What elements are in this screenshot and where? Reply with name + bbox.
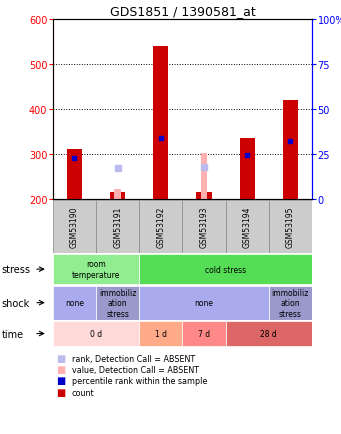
- Text: GSM53195: GSM53195: [286, 206, 295, 247]
- Bar: [96, 286, 139, 320]
- Text: count: count: [72, 388, 94, 397]
- Text: 28 d: 28 d: [261, 329, 277, 338]
- Text: ■: ■: [56, 353, 65, 363]
- Bar: [110, 193, 125, 200]
- Text: shock: shock: [2, 298, 30, 308]
- Bar: [283, 101, 298, 200]
- Text: 1 d: 1 d: [155, 329, 167, 338]
- Bar: [269, 200, 312, 253]
- Text: 0 d: 0 d: [90, 329, 102, 338]
- Bar: [240, 139, 255, 200]
- Title: GDS1851 / 1390581_at: GDS1851 / 1390581_at: [109, 5, 255, 18]
- Text: GSM53190: GSM53190: [70, 206, 79, 247]
- Text: ■: ■: [56, 364, 65, 374]
- Bar: [53, 286, 96, 320]
- Text: stress: stress: [2, 265, 31, 274]
- Bar: [139, 286, 269, 320]
- Text: immobiliz
ation
stress: immobiliz ation stress: [272, 288, 309, 318]
- Text: GSM53192: GSM53192: [156, 206, 165, 247]
- Text: ■: ■: [56, 375, 65, 385]
- Bar: [196, 193, 211, 200]
- Bar: [53, 200, 96, 253]
- Text: none: none: [65, 299, 84, 307]
- Text: none: none: [194, 299, 213, 307]
- Bar: [114, 190, 121, 200]
- Text: ■: ■: [56, 387, 65, 397]
- Text: GSM53191: GSM53191: [113, 206, 122, 247]
- Text: GSM53194: GSM53194: [243, 206, 252, 247]
- Bar: [139, 321, 182, 346]
- Bar: [139, 200, 182, 253]
- Bar: [226, 200, 269, 253]
- Text: rank, Detection Call = ABSENT: rank, Detection Call = ABSENT: [72, 354, 195, 363]
- Bar: [201, 154, 207, 200]
- Text: cold stress: cold stress: [205, 265, 246, 274]
- Bar: [153, 46, 168, 200]
- Text: GSM53193: GSM53193: [199, 206, 209, 247]
- Text: value, Detection Call = ABSENT: value, Detection Call = ABSENT: [72, 365, 198, 374]
- Text: time: time: [2, 329, 24, 339]
- Bar: [182, 200, 226, 253]
- Bar: [182, 321, 226, 346]
- Bar: [53, 254, 139, 285]
- Bar: [53, 321, 139, 346]
- Bar: [226, 321, 312, 346]
- Text: percentile rank within the sample: percentile rank within the sample: [72, 376, 207, 385]
- Bar: [67, 150, 82, 200]
- Bar: [269, 286, 312, 320]
- Text: immobiliz
ation
stress: immobiliz ation stress: [99, 288, 136, 318]
- Bar: [139, 254, 312, 285]
- Bar: [96, 200, 139, 253]
- Text: room
temperature: room temperature: [72, 260, 120, 279]
- Text: 7 d: 7 d: [198, 329, 210, 338]
